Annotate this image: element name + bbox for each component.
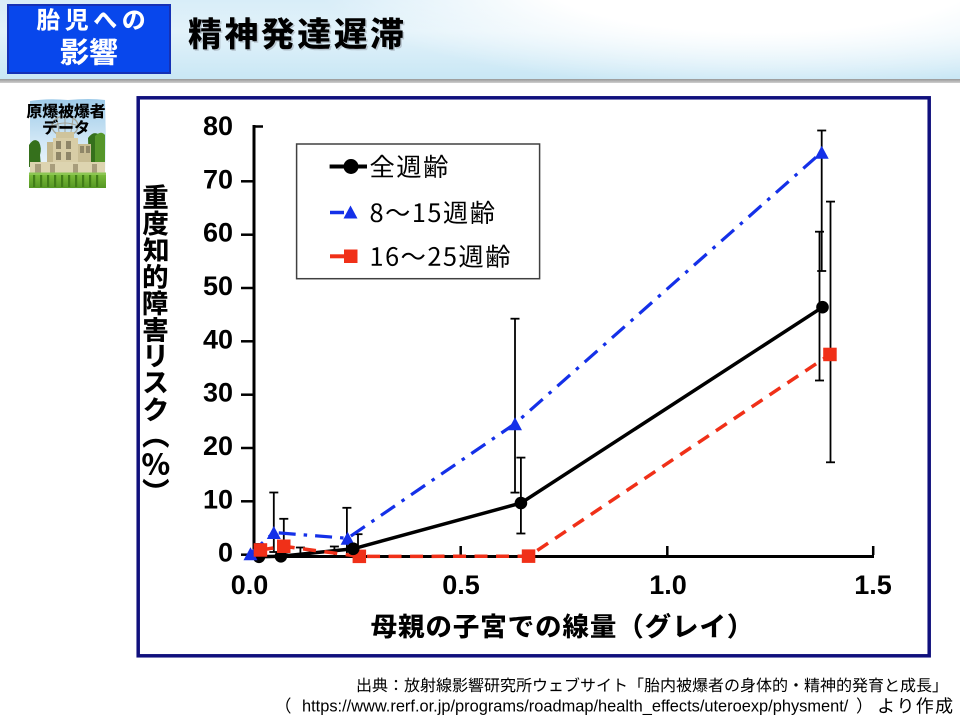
svg-text:1.0: 1.0	[649, 570, 687, 600]
svg-text:0: 0	[218, 538, 233, 568]
svg-text:0.5: 0.5	[442, 570, 480, 600]
svg-text:70: 70	[203, 164, 233, 194]
svg-text:80: 80	[203, 111, 233, 141]
svg-text:50: 50	[203, 271, 233, 301]
svg-text:60: 60	[203, 218, 233, 248]
svg-text:40: 40	[203, 324, 233, 354]
svg-text:30: 30	[203, 378, 233, 408]
svg-text:20: 20	[203, 431, 233, 461]
svg-text:https://www.rerf.or.jp/program: https://www.rerf.or.jp/programs/roadmap/…	[302, 698, 849, 716]
svg-text:0.0: 0.0	[231, 570, 269, 600]
svg-text:10: 10	[203, 484, 233, 514]
svg-text:1.5: 1.5	[854, 570, 892, 600]
